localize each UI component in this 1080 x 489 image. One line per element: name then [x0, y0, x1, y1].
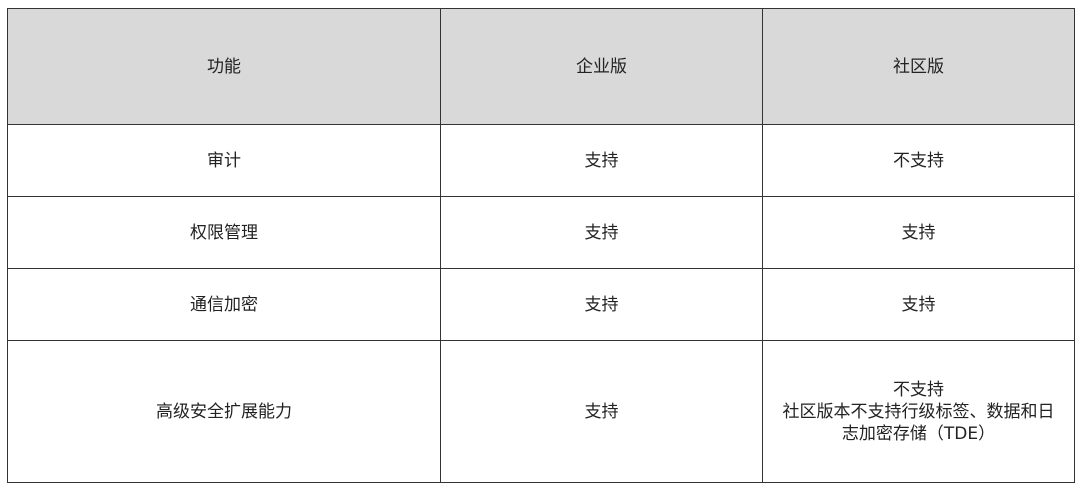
header-feature: 功能 — [7, 8, 441, 125]
header-community: 社区版 — [762, 8, 1075, 125]
header-enterprise: 企业版 — [440, 8, 763, 125]
header-row: 功能 企业版 社区版 — [7, 8, 1075, 125]
community-cell: 不支持 — [762, 124, 1075, 197]
table-row: 通信加密 支持 支持 — [7, 268, 1075, 341]
community-cell: 支持 — [762, 196, 1075, 269]
feature-cell: 审计 — [7, 124, 441, 197]
table-row: 权限管理 支持 支持 — [7, 196, 1075, 269]
feature-cell: 通信加密 — [7, 268, 441, 341]
table-row: 高级安全扩展能力 支持 不支持 社区版本不支持行级标签、数据和日志加密存储（TD… — [7, 340, 1075, 483]
feature-comparison-table: 功能 企业版 社区版 审计 支持 不支持 权限管理 支持 支持 通信加密 支持 … — [7, 8, 1075, 483]
table-row: 审计 支持 不支持 — [7, 124, 1075, 197]
enterprise-cell: 支持 — [440, 340, 763, 483]
feature-cell: 权限管理 — [7, 196, 441, 269]
community-cell: 不支持 社区版本不支持行级标签、数据和日志加密存储（TDE） — [762, 340, 1075, 483]
community-note: 社区版本不支持行级标签、数据和日志加密存储（TDE） — [782, 401, 1055, 444]
feature-cell: 高级安全扩展能力 — [7, 340, 441, 483]
enterprise-cell: 支持 — [440, 196, 763, 269]
community-status: 不支持 — [893, 379, 944, 400]
enterprise-cell: 支持 — [440, 124, 763, 197]
enterprise-cell: 支持 — [440, 268, 763, 341]
community-cell: 支持 — [762, 268, 1075, 341]
